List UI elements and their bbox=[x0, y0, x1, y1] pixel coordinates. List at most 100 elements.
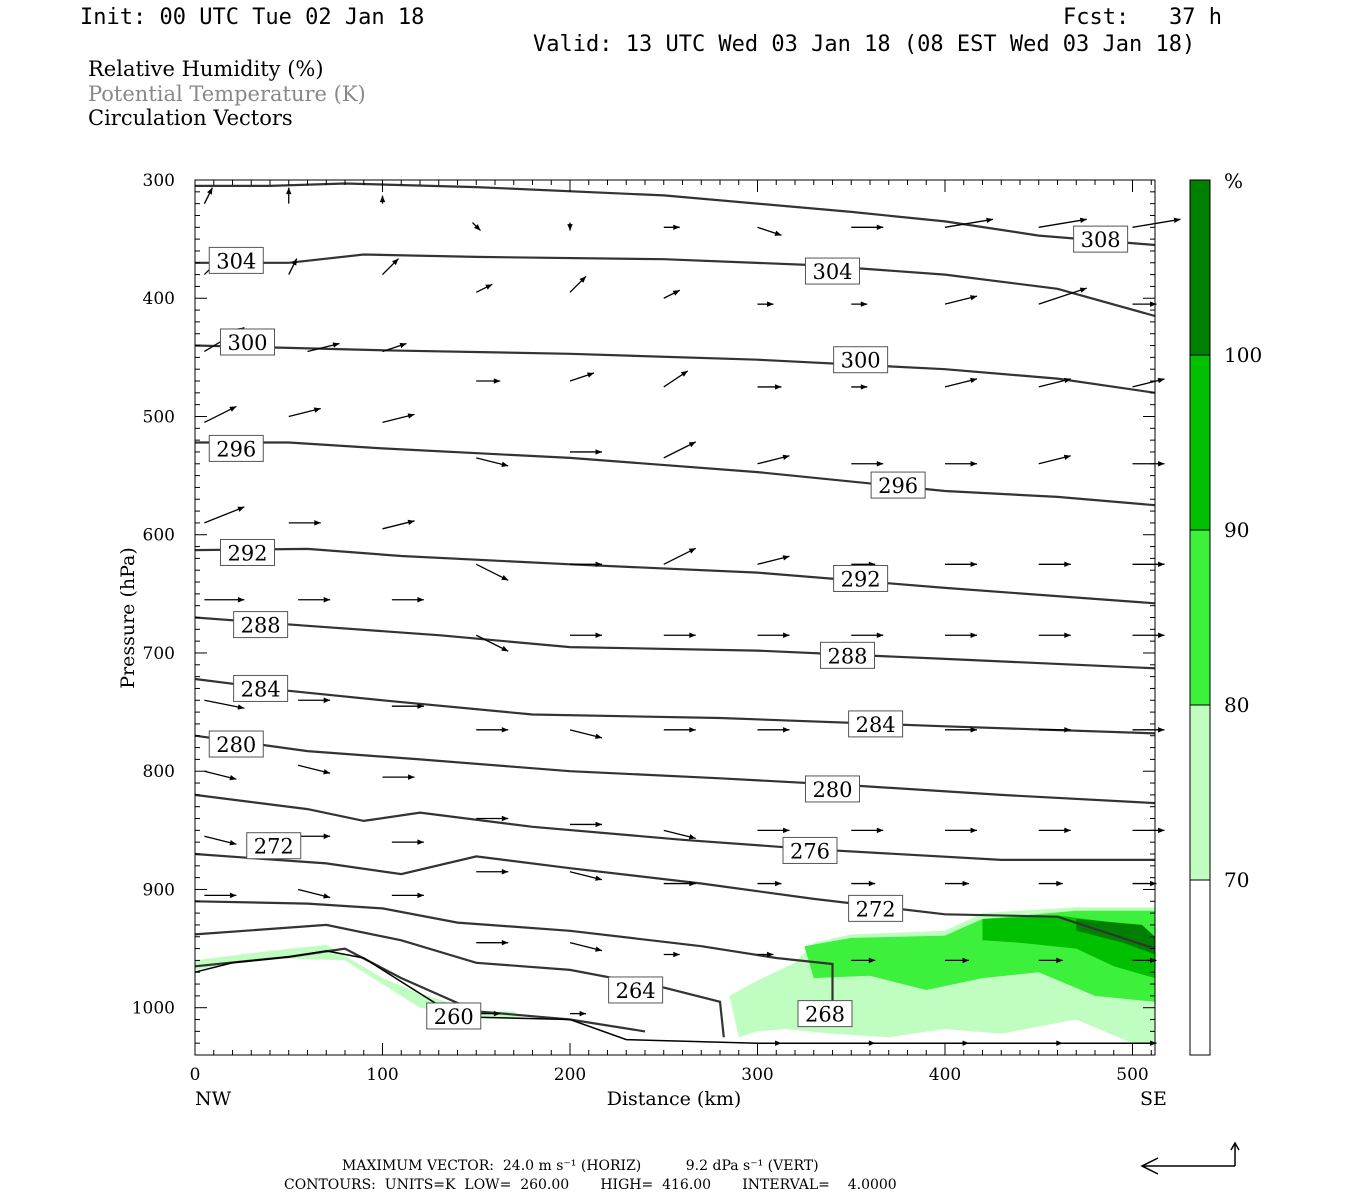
vector-arrow bbox=[204, 835, 237, 846]
contour-label-260: 260 bbox=[426, 1002, 482, 1030]
theta-contour-276 bbox=[194, 793, 1155, 862]
theta-contour-264 bbox=[194, 923, 725, 1038]
vector-arrow bbox=[1132, 727, 1165, 733]
vector-arrow bbox=[1132, 301, 1157, 307]
vector-arrow bbox=[570, 561, 602, 568]
vector-arrow bbox=[945, 561, 977, 568]
theta-contour-260 bbox=[194, 947, 646, 1033]
theta-contour-284 bbox=[194, 677, 1156, 735]
vector-arrow bbox=[1132, 217, 1181, 228]
contour-label-300: 300 bbox=[833, 346, 889, 374]
rh-area-rh70 bbox=[195, 945, 524, 1020]
vector-arrow bbox=[204, 699, 245, 710]
vector-arrow bbox=[945, 727, 977, 733]
vector-arrow bbox=[851, 880, 876, 887]
vector-arrow bbox=[379, 195, 386, 204]
svg-text:260: 260 bbox=[434, 1005, 474, 1029]
theta-contour-268 bbox=[194, 900, 834, 1014]
footer-max-vector: MAXIMUM VECTOR: 24.0 m s⁻¹ (HORIZ) 9.2 d… bbox=[342, 1158, 819, 1174]
x-tick-label: 300 bbox=[741, 1065, 773, 1085]
vector-arrow bbox=[1038, 217, 1087, 228]
vector-arrow bbox=[570, 449, 602, 455]
contour-label-276: 276 bbox=[782, 836, 838, 864]
vector-arrow bbox=[1038, 880, 1063, 887]
vector-arrow bbox=[1038, 632, 1071, 638]
theta-contour-308 bbox=[195, 182, 1156, 247]
vector-arrow bbox=[570, 632, 602, 638]
vector-arrow bbox=[476, 939, 509, 946]
vector-arrow bbox=[944, 377, 978, 388]
colorbar-tick-label: 90 bbox=[1224, 518, 1249, 542]
vector-arrow bbox=[204, 506, 245, 524]
vector-arrow bbox=[1038, 287, 1087, 305]
vector-arrow bbox=[204, 597, 245, 603]
svg-text:300: 300 bbox=[227, 331, 267, 355]
theta-contour-292 bbox=[194, 547, 1156, 605]
legend-rh: Relative Humidity (%) bbox=[88, 57, 324, 81]
svg-text:296: 296 bbox=[878, 474, 918, 498]
colorbar-bin-90 bbox=[1190, 355, 1210, 530]
theta-contour-280 bbox=[194, 734, 1156, 805]
reference-vector bbox=[1140, 1141, 1240, 1175]
vector-arrow bbox=[663, 951, 680, 958]
svg-text:300: 300 bbox=[841, 349, 881, 373]
colorbar-tick-label: 100 bbox=[1224, 343, 1262, 367]
y-tick-label: 300 bbox=[143, 171, 175, 191]
vector-arrow bbox=[1038, 727, 1071, 733]
x-tick-label: 0 bbox=[190, 1065, 201, 1085]
vector-arrow bbox=[851, 632, 884, 638]
contour-label-280: 280 bbox=[805, 775, 860, 803]
vector-arrow bbox=[663, 880, 696, 887]
vector-arrow bbox=[945, 632, 977, 638]
vector-arrow bbox=[298, 697, 331, 703]
vector-arrow bbox=[663, 224, 680, 231]
vector-arrow bbox=[476, 868, 509, 875]
svg-text:292: 292 bbox=[227, 541, 267, 565]
contour-label-272: 272 bbox=[848, 894, 904, 922]
contour-label-284: 284 bbox=[233, 674, 289, 702]
svg-text:284: 284 bbox=[856, 713, 896, 737]
vector-arrow bbox=[1132, 377, 1165, 388]
theta-contour-272 bbox=[194, 852, 1156, 950]
colorbar-tick-label: 70 bbox=[1224, 868, 1249, 892]
vector-arrow bbox=[757, 880, 782, 887]
x-end-label-left: NW bbox=[195, 1088, 232, 1110]
vector-arrow bbox=[382, 258, 399, 276]
vector-arrow bbox=[1132, 632, 1165, 638]
circulation-vectors bbox=[203, 187, 1181, 1046]
y-tick-label: 900 bbox=[143, 880, 175, 900]
x-axis-label: Distance (km) bbox=[607, 1088, 742, 1110]
vector-arrow bbox=[757, 951, 774, 958]
contour-label-288: 288 bbox=[233, 611, 289, 639]
vector-arrow bbox=[663, 727, 696, 733]
vector-arrow bbox=[476, 727, 509, 733]
contour-label-296: 296 bbox=[208, 434, 264, 462]
svg-text:292: 292 bbox=[841, 567, 881, 591]
contour-label-264: 264 bbox=[608, 976, 664, 1004]
colorbar-bin-70 bbox=[1190, 705, 1210, 880]
contour-label-308: 308 bbox=[1073, 225, 1129, 253]
colorbar-bin-80 bbox=[1190, 530, 1210, 705]
vector-arrow bbox=[382, 519, 415, 530]
footer-contours: CONTOURS: UNITS=K LOW= 260.00 HIGH= 416.… bbox=[284, 1177, 897, 1193]
contour-label-300: 300 bbox=[220, 328, 275, 356]
vector-arrow bbox=[944, 217, 994, 228]
x-tick-label: 200 bbox=[554, 1065, 586, 1085]
vector-arrow bbox=[851, 827, 884, 834]
rh-shading bbox=[195, 907, 1155, 1044]
y-tick-label: 1000 bbox=[132, 999, 175, 1019]
vector-arrow bbox=[945, 827, 977, 834]
valid-time: Valid: 13 UTC Wed 03 Jan 18 (08 EST Wed … bbox=[533, 32, 1196, 57]
y-axis-label: Pressure (hPa) bbox=[117, 547, 139, 689]
contour-label-304: 304 bbox=[208, 246, 264, 274]
vector-arrow bbox=[298, 597, 331, 603]
contour-label-284: 284 bbox=[848, 710, 904, 738]
vector-arrow bbox=[757, 384, 782, 390]
vector-arrow bbox=[204, 405, 237, 423]
svg-text:272: 272 bbox=[856, 897, 896, 921]
vector-arrow bbox=[307, 342, 340, 353]
y-tick-label: 800 bbox=[143, 762, 175, 782]
svg-text:272: 272 bbox=[254, 835, 294, 859]
x-tick-label: 100 bbox=[366, 1065, 398, 1085]
